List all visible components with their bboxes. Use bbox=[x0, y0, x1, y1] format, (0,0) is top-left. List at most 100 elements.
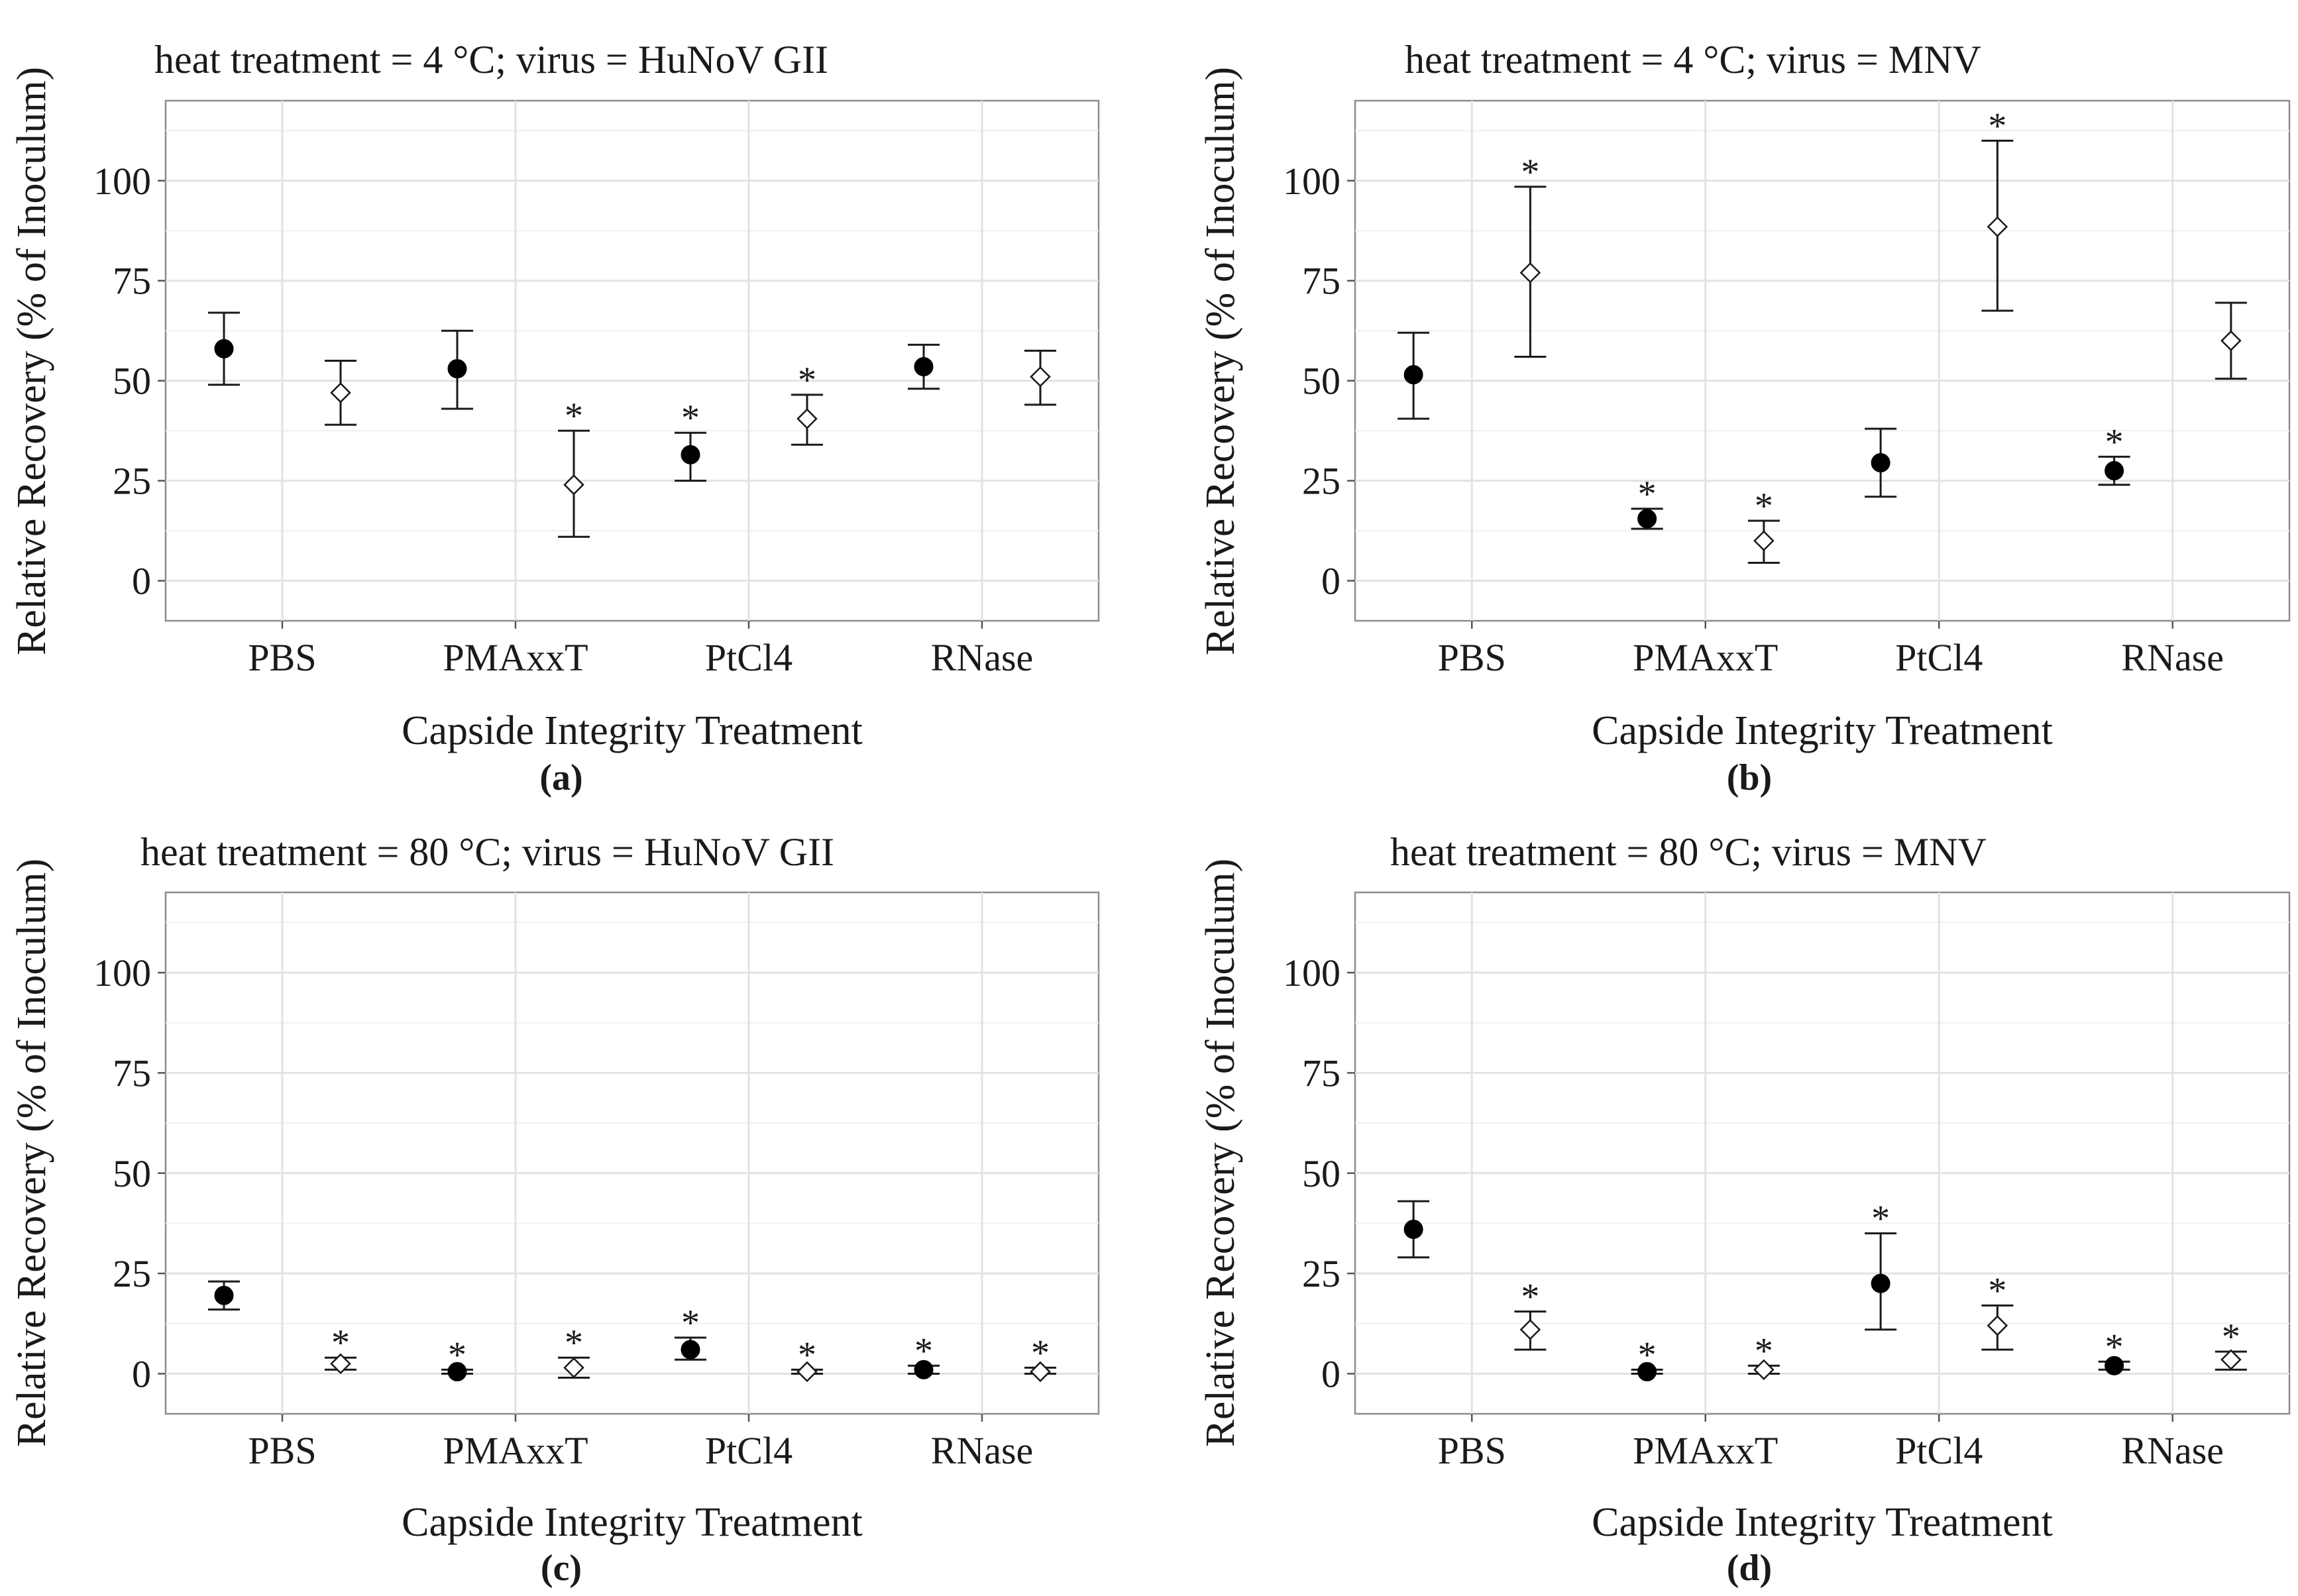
y-tick-label: 100 bbox=[1283, 951, 1340, 994]
data-point-diamond bbox=[1987, 1315, 2008, 1336]
panel-b: heat treatment = 4 °C; virus = MNV 0 25 50… bbox=[1198, 38, 2291, 798]
panel-a: heat treatment = 4 °C; virus = HuNoV GII… bbox=[9, 38, 1100, 798]
significance-star: * bbox=[2222, 1316, 2240, 1357]
data-point-diamond bbox=[330, 382, 351, 403]
x-tick-label: RNase bbox=[2121, 636, 2224, 679]
gridlines bbox=[1355, 101, 2289, 621]
x-tick-label: RNase bbox=[931, 636, 1034, 679]
y-tick-label: 0 bbox=[132, 560, 151, 603]
significance-star: * bbox=[1521, 152, 1539, 193]
y-tick-label: 25 bbox=[113, 460, 151, 503]
panel-title: heat treatment = 4 °C; virus = MNV bbox=[1405, 38, 1981, 81]
data-point-filled bbox=[1637, 1361, 1657, 1381]
x-tick-label: RNase bbox=[2121, 1429, 2224, 1472]
data-point-filled bbox=[1871, 452, 1890, 472]
x-tick-labels: PBS PMAxxT PtCl4 RNase bbox=[1438, 621, 2224, 679]
panel-title: heat treatment = 80 °C; virus = MNV bbox=[1390, 830, 1987, 874]
significance-star: * bbox=[914, 1330, 933, 1371]
data-point-filled bbox=[214, 339, 234, 358]
y-tick-labels: 0 25 50 75 100 bbox=[93, 160, 166, 603]
data-point-filled bbox=[681, 445, 700, 464]
data-point-diamond bbox=[1030, 366, 1051, 388]
gridlines bbox=[166, 101, 1099, 621]
panel-title: heat treatment = 4 °C; virus = HuNoV GII bbox=[154, 38, 828, 81]
x-tick-label: PtCl4 bbox=[705, 636, 793, 679]
x-tick-label: PtCl4 bbox=[705, 1429, 793, 1472]
data-point-filled bbox=[1637, 509, 1657, 529]
significance-star: * bbox=[1755, 1330, 1773, 1371]
significance-star: * bbox=[681, 398, 700, 439]
significance-star: * bbox=[1988, 1271, 2006, 1312]
data-point-diamond bbox=[2220, 330, 2242, 352]
x-tick-label: PBS bbox=[1438, 636, 1506, 679]
y-tick-label: 50 bbox=[113, 360, 151, 403]
significance-star: * bbox=[565, 1322, 583, 1363]
significance-star: * bbox=[681, 1303, 700, 1344]
data-point-diamond bbox=[1030, 1361, 1051, 1383]
y-axis-title: Relative Recovery (% of Inoculum) bbox=[9, 859, 54, 1447]
gridlines bbox=[1355, 892, 2289, 1414]
significance-star: * bbox=[565, 396, 583, 437]
significance-star: * bbox=[2105, 1326, 2124, 1367]
y-tick-label: 0 bbox=[132, 1352, 151, 1395]
y-tick-labels: 0 25 50 75 100 bbox=[1283, 951, 1355, 1395]
y-tick-label: 50 bbox=[1302, 360, 1340, 403]
data-point-filled bbox=[2105, 461, 2124, 481]
y-axis-title: Relative Recovery (% of Inoculum) bbox=[1198, 859, 1243, 1447]
data-point-filled bbox=[1403, 365, 1423, 385]
y-tick-label: 50 bbox=[1302, 1152, 1340, 1195]
x-tick-labels: PBS PMAxxT PtCl4 RNase bbox=[248, 621, 1033, 679]
significance-star: * bbox=[1638, 474, 1657, 515]
data-point-filled bbox=[447, 1361, 467, 1381]
x-axis-title: Capside Integrity Treatment bbox=[402, 1500, 863, 1545]
y-tick-label: 100 bbox=[93, 160, 151, 203]
significance-star: * bbox=[1988, 105, 2006, 146]
x-tick-label: PMAxxT bbox=[1633, 1429, 1778, 1472]
data-point-diamond bbox=[563, 474, 584, 496]
significance-star: * bbox=[448, 1334, 466, 1375]
gridlines bbox=[166, 892, 1099, 1414]
y-tick-labels: 0 25 50 75 100 bbox=[93, 951, 166, 1395]
panel-c: heat treatment = 80 °C; virus = HuNoV GI… bbox=[9, 830, 1100, 1589]
data-marks: * * * * * * * bbox=[208, 1280, 1056, 1383]
data-point-diamond bbox=[1519, 1319, 1541, 1340]
data-point-filled bbox=[914, 357, 934, 377]
data-point-diamond bbox=[1753, 530, 1775, 551]
data-point-diamond bbox=[2220, 1349, 2242, 1371]
x-tick-label: PBS bbox=[248, 1429, 316, 1472]
panel-label: (a) bbox=[539, 757, 582, 798]
data-marks: * * * * * bbox=[1397, 105, 2247, 564]
y-tick-label: 25 bbox=[1302, 1252, 1340, 1295]
x-tick-labels: PBS PMAxxT PtCl4 RNase bbox=[248, 1414, 1033, 1472]
significance-star: * bbox=[1521, 1277, 1539, 1318]
y-tick-label: 0 bbox=[1321, 1352, 1340, 1395]
y-tick-label: 0 bbox=[1321, 560, 1340, 603]
significance-star: * bbox=[1638, 1334, 1657, 1375]
x-tick-label: PBS bbox=[248, 636, 316, 679]
panel-label: (c) bbox=[541, 1548, 582, 1589]
significance-star: * bbox=[1871, 1198, 1890, 1240]
data-point-diamond bbox=[330, 1353, 351, 1375]
y-tick-label: 100 bbox=[93, 951, 151, 994]
data-point-filled bbox=[914, 1359, 934, 1379]
data-point-filled bbox=[447, 359, 467, 379]
data-point-filled bbox=[214, 1285, 234, 1305]
significance-star: * bbox=[331, 1322, 350, 1363]
data-point-diamond bbox=[1987, 216, 2008, 237]
x-tick-label: PtCl4 bbox=[1895, 1429, 1983, 1472]
significance-star: * bbox=[2105, 421, 2124, 462]
y-tick-label: 75 bbox=[113, 260, 151, 303]
data-point-filled bbox=[1871, 1273, 1890, 1293]
x-tick-label: RNase bbox=[931, 1429, 1034, 1472]
panel-label: (d) bbox=[1727, 1548, 1772, 1589]
plot-area bbox=[164, 99, 1100, 622]
y-tick-label: 100 bbox=[1283, 160, 1340, 203]
y-tick-label: 25 bbox=[1302, 460, 1340, 503]
x-tick-labels: PBS PMAxxT PtCl4 RNase bbox=[1438, 1414, 2224, 1472]
x-tick-label: PBS bbox=[1438, 1429, 1506, 1472]
panel-d: heat treatment = 80 °C; virus = MNV 0 25 5… bbox=[1198, 830, 2291, 1589]
y-axis-title: Relative Recovery (% of Inoculum) bbox=[9, 67, 54, 655]
x-axis-title: Capside Integrity Treatment bbox=[1592, 1500, 2053, 1545]
y-tick-label: 75 bbox=[1302, 260, 1340, 303]
x-axis-title: Capside Integrity Treatment bbox=[402, 708, 863, 753]
